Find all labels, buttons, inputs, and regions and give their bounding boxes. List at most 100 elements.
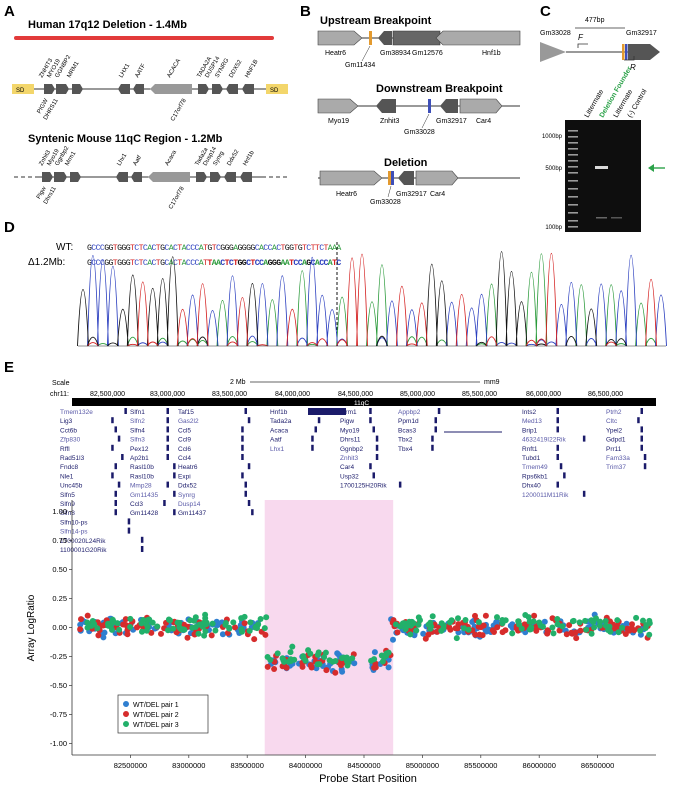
y-tick-label: 0.50 [52, 565, 67, 574]
gene-name: Aatf [270, 437, 282, 444]
ladder-band [568, 220, 578, 222]
x-tick-label: 84000000 [289, 761, 322, 770]
human-gene-arrow [212, 84, 223, 94]
mouse-gene-arrow [240, 172, 252, 182]
coord-label: 86,000,000 [526, 391, 561, 398]
data-point-pair3 [550, 630, 557, 637]
faint-band [611, 217, 622, 219]
faint-band [596, 217, 607, 219]
coord-label: 83,000,000 [150, 391, 185, 398]
data-point-pair2 [184, 634, 191, 641]
data-point-pair3 [202, 628, 209, 635]
gene-model [369, 408, 372, 414]
gene-name: Ddx52 [178, 483, 197, 490]
data-point-pair3 [494, 614, 500, 621]
data-point-pair2 [332, 669, 339, 676]
data-point-pair2 [299, 663, 306, 670]
gene-model [241, 472, 244, 479]
gene-model [166, 454, 169, 460]
data-point-pair3 [84, 619, 91, 626]
gene-model [127, 518, 131, 525]
downstream-breakpoint-track [317, 98, 520, 114]
gene-name: Tmem132e [60, 409, 93, 416]
gene-model [643, 454, 647, 460]
human-gene-arrow [56, 84, 69, 94]
data-point-pair3 [588, 617, 595, 624]
upstream-gene-label: Gm11434 [345, 62, 375, 69]
gene-model [556, 454, 559, 460]
gene-name: Slfn2 [130, 418, 145, 425]
gene-model [431, 435, 434, 442]
mouse-gene-label: C17orf78 [168, 185, 186, 210]
coord-label: 83,500,000 [212, 391, 247, 398]
data-point-pair2 [241, 620, 248, 627]
data-point-pair3 [368, 657, 375, 664]
x-tick-label: 84500000 [347, 761, 380, 770]
x-tick-label: 86500000 [581, 761, 614, 770]
gene-model [241, 444, 244, 451]
data-point-pair3 [230, 619, 237, 626]
gene-model [114, 463, 117, 470]
data-point-pair3 [415, 621, 422, 628]
data-point-pair2 [307, 662, 314, 669]
data-point-pair3 [633, 614, 640, 621]
gene-model [311, 435, 314, 442]
plot-axes: 1.00 0.75 0.50 0.25 0.00 -0.25 -0.50 -0.75 -1.00… [50, 500, 656, 770]
gene-name: Pigw [340, 418, 354, 425]
deletion-junction-marker [388, 171, 391, 185]
human-gene-label: LHX1 [119, 62, 132, 79]
data-point-pair3 [146, 616, 153, 623]
data-point-pair2 [556, 627, 563, 634]
human-gene-label: AATF [135, 63, 148, 79]
data-point-pair3 [165, 616, 172, 623]
panel-label-e: E [4, 359, 14, 376]
gene-model [114, 500, 117, 506]
gene-name: Acaca [270, 427, 288, 434]
data-point-pair2 [566, 622, 573, 629]
x-tick-label: 85500000 [464, 761, 497, 770]
human-gene-label: HNF1B [245, 59, 260, 79]
data-point-pair3 [446, 619, 453, 626]
data-point-pair2 [563, 631, 570, 638]
gene-name: Cltc [606, 418, 618, 425]
data-point-pair2 [264, 663, 271, 670]
gene-model [582, 490, 586, 497]
data-point-pair3 [139, 628, 145, 635]
base-sequence: GCCCGGTGGGTCTCACTGCACTACCCATGTCGGGAGGGGC… [87, 244, 341, 253]
downstream-gene-marker [428, 99, 431, 113]
ladder-band [568, 204, 578, 206]
data-point-pair1 [334, 650, 341, 657]
sd-label-right: SD [270, 88, 279, 94]
ladder-label: 1000bp [542, 134, 563, 140]
data-point-pair3 [300, 655, 307, 661]
scatter-points [77, 611, 653, 676]
gene-model [375, 444, 379, 451]
downstream-gene-label: Myo19 [328, 118, 349, 125]
data-point-pair3 [554, 616, 561, 622]
data-point-pair3 [602, 618, 609, 624]
gene-model [111, 444, 114, 451]
upstream-gene-label: Hnf1b [482, 50, 501, 57]
data-point-pair3 [408, 618, 415, 625]
y-tick-label: 0.75 [52, 536, 67, 545]
gene-model [117, 481, 121, 488]
gene-name: 1200011M11Rik [522, 492, 569, 499]
base-sequence: GCCCGGTGGGTCTCACTGCACTACCCATTAACTCTGGCTC… [87, 259, 341, 268]
data-point-pair3 [518, 625, 525, 632]
gene-name: Gdpd1 [606, 437, 626, 444]
data-point-pair1 [541, 618, 548, 625]
upstream-title: Upstream Breakpoint [320, 15, 432, 27]
data-point-pair3 [212, 627, 219, 634]
deletion-gene-arrow [398, 171, 414, 185]
data-point-pair2 [323, 667, 330, 674]
gene-name: Fam33a [606, 455, 630, 462]
gene-name: Expi [178, 473, 191, 480]
panel-label-c: C [540, 3, 551, 20]
gene-name: Cct6b [60, 427, 77, 434]
gene-model [556, 408, 559, 414]
data-point-pair3 [340, 654, 347, 661]
gene-name: Myo19 [340, 427, 360, 434]
gene-model [375, 435, 379, 442]
gel-lane-labels: Littermate Deletion Founder Littermate (… [584, 65, 649, 119]
